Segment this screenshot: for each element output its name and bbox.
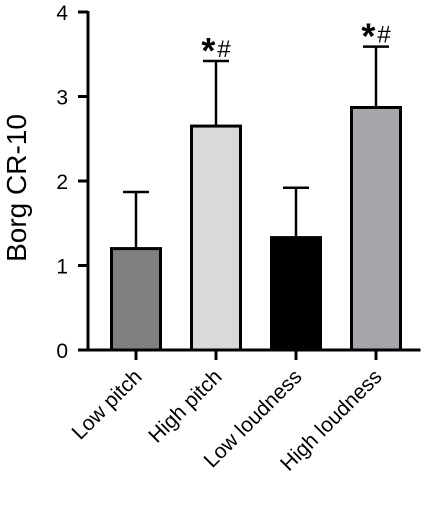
bar-low-loudness <box>270 236 322 352</box>
y-tick-label: 0 <box>56 340 68 363</box>
y-axis-label: Borg CR-10 <box>1 114 32 262</box>
y-tick-label: 4 <box>56 2 68 25</box>
x-tick-label: High pitch <box>144 365 226 447</box>
significance-marker: *# <box>361 16 391 57</box>
x-tick-label: Low pitch <box>68 365 147 444</box>
y-tick-label: 2 <box>56 171 68 194</box>
bar-high-pitch <box>190 124 242 352</box>
y-tick-label: 3 <box>56 87 68 110</box>
hash-marker: # <box>217 36 231 63</box>
asterisk-marker: * <box>361 16 375 57</box>
hash-marker: # <box>377 22 391 49</box>
bar-low-pitch <box>110 247 162 352</box>
significance-marker: *# <box>201 30 231 71</box>
y-tick-label: 1 <box>56 256 68 279</box>
asterisk-marker: * <box>201 30 215 71</box>
bar-high-loudness <box>350 105 402 352</box>
